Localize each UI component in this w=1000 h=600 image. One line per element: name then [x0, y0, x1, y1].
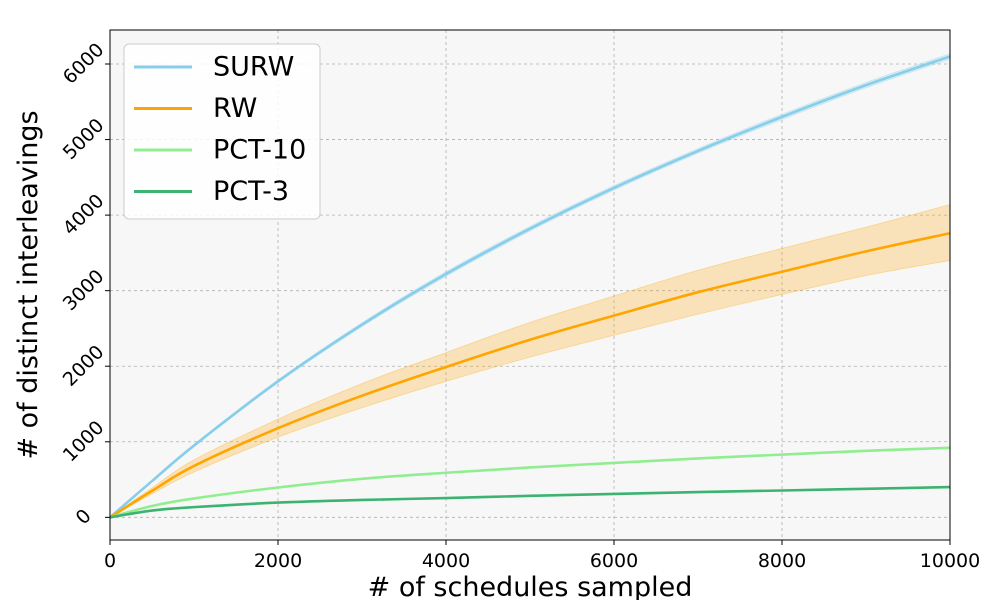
x-tick-label: 0	[104, 550, 116, 572]
legend-label-pct-10: PCT-10	[213, 135, 306, 166]
x-tick-label: 8000	[758, 550, 806, 572]
x-tick-label: 4000	[422, 550, 470, 572]
x-tick-label: 6000	[590, 550, 638, 572]
y-tick-label: 2000	[59, 341, 109, 391]
y-tick-label: 4000	[59, 190, 109, 240]
plot-frame	[109, 29, 951, 541]
y-tick-label: 5000	[59, 114, 109, 164]
y-tick-label: 1000	[59, 417, 109, 467]
y-tick-label: 0	[72, 505, 96, 529]
legend-label-surw: SURW	[213, 52, 294, 83]
y-tick-label: 3000	[59, 265, 109, 315]
x-tick-label: 10000	[920, 550, 980, 572]
y-axis-ticks: 0 1000 2000 3000 4000 5000 6000	[59, 39, 110, 529]
series-line-pct-3	[109, 485, 951, 519]
legend-label-pct-3: PCT-3	[213, 176, 289, 207]
legend: SURW RW PCT-10 PCT-3	[123, 43, 321, 220]
x-tick-label: 2000	[254, 550, 302, 572]
series-line-pct-10	[109, 446, 951, 519]
legend-label-rw: RW	[213, 93, 257, 124]
series-line-surw	[109, 55, 951, 519]
y-tick-label: 6000	[59, 39, 109, 89]
x-axis-label: # of schedules sampled	[368, 572, 693, 600]
legend-box	[123, 43, 321, 220]
y-axis-label: # of distinct interleavings	[13, 110, 44, 459]
series-line-rw	[109, 231, 951, 519]
series-lines	[109, 55, 951, 519]
x-axis-ticks: 0 2000 4000 6000 8000 10000	[104, 540, 980, 572]
